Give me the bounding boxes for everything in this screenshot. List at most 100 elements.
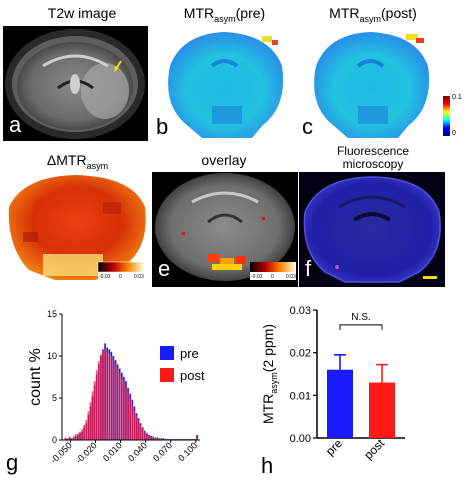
panel-f-letter: f xyxy=(305,256,312,281)
mtr-pre-heatmap xyxy=(168,32,284,138)
bar-post xyxy=(369,382,395,438)
x-tick-label: 0.040 xyxy=(126,440,149,463)
hist-bar xyxy=(150,436,152,440)
panel-f-title: Fluorescence microscopy xyxy=(336,144,410,171)
hist-bar xyxy=(104,347,106,440)
fluorescence-image xyxy=(303,176,441,283)
hist-bar xyxy=(196,436,198,440)
hist-bar xyxy=(129,398,131,440)
colorbar-jet xyxy=(443,96,450,136)
y-tick-label: 0.00 xyxy=(290,433,311,445)
t2w-brain-image xyxy=(5,29,145,139)
panel-e-title: overlay xyxy=(201,152,247,168)
hist-bar xyxy=(143,431,146,440)
y-axis-label: count % xyxy=(27,348,44,406)
y-tick-label: 0 xyxy=(52,435,57,445)
hist-bar xyxy=(91,391,94,440)
hist-bar xyxy=(156,438,159,440)
y-tick-label: 0.01 xyxy=(290,390,311,402)
panel-c-mtr-post-map: c xyxy=(298,26,443,141)
hist-bar xyxy=(131,404,134,440)
legend-label-post: post xyxy=(180,368,205,383)
y-axis-label-main: MTR xyxy=(260,394,276,424)
panel-e-overlay: -0.03 0 0.03 e xyxy=(152,172,298,287)
x-tick-label-post: post xyxy=(361,436,387,462)
hist-bar xyxy=(108,353,111,440)
x-tick-label: 0.010 xyxy=(101,440,124,463)
hist-bar xyxy=(83,424,85,440)
y-axis-label: MTRasym(2 ppm) xyxy=(260,324,279,424)
hist-bar xyxy=(116,367,119,440)
panel-e-letter: e xyxy=(158,256,171,281)
hist-bar xyxy=(133,410,136,440)
panel-d-title: ΔMTRasym xyxy=(46,152,109,171)
hist-bar xyxy=(112,359,115,440)
hist-bar xyxy=(146,434,148,440)
hist-bar xyxy=(135,415,138,440)
hist-bar xyxy=(114,364,117,440)
hist-bar xyxy=(66,438,69,440)
hist-bar xyxy=(74,434,77,440)
mtr-post-heatmap xyxy=(314,32,430,138)
x-tick-label: 0.100 xyxy=(176,440,199,463)
panel-f-fluorescence: f xyxy=(299,172,445,287)
hist-bar xyxy=(158,438,161,440)
legend-swatch-pre xyxy=(160,346,174,360)
panel-h-letter: h xyxy=(261,453,274,478)
hist-bar xyxy=(118,372,121,440)
hist-bar xyxy=(125,387,127,440)
y-tick-label: 15 xyxy=(47,309,57,319)
panel-c-title: MTRasym(post) xyxy=(329,5,417,24)
hist-bar xyxy=(137,420,140,440)
hist-bar xyxy=(87,411,90,440)
hist-bar xyxy=(123,382,125,440)
x-tick-label-pre: pre xyxy=(323,436,345,458)
y-tick-label: 0.03 xyxy=(290,305,311,317)
hist-bar xyxy=(127,392,129,440)
hist-bar xyxy=(64,437,67,440)
delta-mtr-heatmap: -0.03 0 0.03 xyxy=(8,175,146,280)
colorbar-e-max: 0.03 xyxy=(286,274,296,280)
hist-bar xyxy=(120,377,123,440)
hist-bar xyxy=(139,424,142,440)
hist-bar xyxy=(85,419,88,440)
panel-a-letter: a xyxy=(9,112,22,137)
hist-bar xyxy=(72,435,75,440)
overlay-image: -0.03 0 0.03 xyxy=(155,173,296,281)
panel-b-letter: b xyxy=(156,114,169,139)
series-post xyxy=(64,347,198,440)
x-tick-label: -0.020 xyxy=(74,440,99,465)
hist-bar xyxy=(110,356,113,440)
panel-b-title: MTRasym(pre) xyxy=(183,5,266,24)
bar-pre xyxy=(327,369,353,438)
colorbar-e-mid: 0 xyxy=(271,274,274,280)
hist-bar xyxy=(95,370,98,440)
hist-bar xyxy=(106,350,108,440)
hist-bar xyxy=(68,436,71,440)
colorbar-jet-min: 0 xyxy=(452,130,456,137)
panel-d-delta-mtr-map: -0.03 0 0.03 d xyxy=(3,172,151,287)
significance-label: N.S. xyxy=(351,312,370,323)
x-tick-label: 0.070 xyxy=(151,440,174,463)
panel-a-title: T2w image xyxy=(47,5,117,21)
y-tick-label: 0.02 xyxy=(290,348,311,360)
hist-bar xyxy=(148,435,150,440)
mtr-bar-chart: 0.00 0.01 0.02 0.03 pre post N.S. MTRasym(2 ppm… xyxy=(260,305,405,462)
hist-bar xyxy=(141,429,144,440)
hist-bar xyxy=(77,433,79,440)
hist-bar xyxy=(79,431,81,440)
y-axis-label-tail: (2 ppm) xyxy=(260,324,276,372)
legend-swatch-post xyxy=(160,368,174,382)
legend-label-pre: pre xyxy=(180,346,199,361)
colorbar-d-mid: 0 xyxy=(119,274,122,280)
hist-bar xyxy=(154,437,157,440)
hist-bar xyxy=(100,354,102,440)
panel-a-t2w-image: a xyxy=(3,26,148,141)
hist-bar xyxy=(97,361,100,440)
colorbar-d-max: 0.03 xyxy=(134,274,144,280)
panel-g-letter: g xyxy=(6,450,19,475)
hist-bar xyxy=(152,437,154,440)
hist-bar xyxy=(89,402,92,440)
colorbar-d-min: -0.03 xyxy=(99,274,111,280)
